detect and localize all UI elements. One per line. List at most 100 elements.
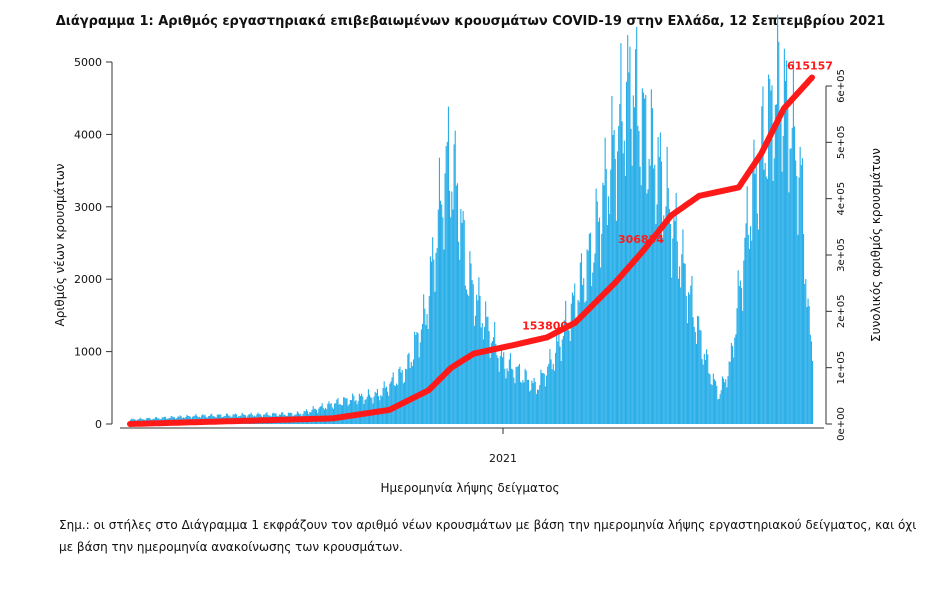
bar	[607, 196, 610, 424]
bar	[195, 414, 197, 424]
bar	[548, 363, 550, 424]
bar	[610, 169, 612, 424]
bar	[557, 341, 559, 424]
bar	[791, 127, 793, 425]
bar	[597, 221, 599, 424]
bar	[462, 210, 464, 424]
bar	[432, 237, 434, 424]
bar	[802, 233, 805, 424]
bar	[463, 219, 465, 424]
bar	[790, 148, 792, 424]
bar	[489, 357, 491, 424]
bar	[417, 333, 419, 424]
bar	[743, 260, 745, 424]
bar	[482, 339, 484, 424]
bar	[779, 122, 781, 424]
bar	[361, 393, 363, 424]
bar	[765, 176, 767, 424]
bar	[330, 403, 332, 424]
bar	[757, 229, 760, 424]
cumulative-line-group: 153800 306834 615157	[127, 59, 833, 427]
bar	[800, 165, 802, 424]
bar	[389, 383, 391, 424]
bar	[328, 401, 330, 424]
bar	[726, 387, 728, 424]
bar	[532, 383, 534, 424]
bar	[712, 373, 714, 424]
bar	[703, 353, 705, 424]
bar	[666, 146, 668, 424]
bar	[398, 368, 400, 424]
bar	[562, 336, 564, 424]
bar	[717, 399, 719, 424]
bar	[486, 316, 488, 424]
bar	[616, 151, 619, 424]
bar	[578, 301, 580, 424]
bar	[609, 213, 611, 424]
bar	[430, 261, 433, 424]
bar	[407, 354, 409, 424]
bar	[784, 80, 787, 424]
bar	[359, 395, 362, 424]
bar	[778, 41, 780, 425]
bar	[409, 368, 411, 424]
bar	[668, 209, 670, 424]
bar	[698, 316, 700, 424]
bar	[513, 377, 515, 424]
bar	[410, 362, 412, 424]
bar	[702, 364, 704, 424]
bar	[690, 285, 692, 424]
bar	[716, 385, 718, 424]
bar	[725, 379, 727, 424]
bar	[761, 106, 763, 424]
bar	[515, 366, 517, 424]
bar	[595, 188, 597, 424]
bar	[541, 372, 543, 424]
bar	[662, 237, 664, 424]
bar	[391, 377, 393, 424]
bar	[491, 341, 493, 424]
bar	[751, 240, 753, 424]
bar	[577, 299, 579, 424]
bar	[445, 146, 447, 424]
bar	[769, 79, 771, 425]
bar	[768, 74, 770, 425]
bar	[447, 106, 450, 424]
bar	[320, 406, 322, 424]
bar	[585, 300, 587, 424]
bar	[727, 376, 729, 424]
bar	[614, 158, 616, 424]
bar	[522, 380, 524, 424]
bar	[777, 14, 779, 424]
bar	[500, 349, 502, 424]
bar	[773, 158, 775, 425]
bar	[707, 354, 709, 424]
bar	[455, 185, 457, 424]
bar	[424, 308, 426, 424]
bar	[420, 329, 422, 424]
bar	[329, 404, 331, 424]
bar	[345, 398, 347, 424]
bar	[483, 326, 486, 424]
bar	[523, 382, 525, 424]
bar	[633, 107, 636, 424]
bar	[654, 164, 656, 424]
bar	[437, 209, 439, 424]
bar	[476, 294, 478, 424]
bar	[709, 374, 711, 424]
bar	[446, 141, 448, 424]
bar	[613, 130, 615, 424]
bar	[426, 314, 428, 424]
bar	[796, 175, 798, 424]
bar	[735, 334, 737, 424]
bar	[419, 342, 421, 424]
cumulative-value-label: 153800	[522, 319, 568, 332]
bar	[502, 357, 504, 424]
bar	[350, 400, 353, 424]
bar	[699, 329, 701, 424]
bar	[601, 233, 603, 424]
bar	[752, 170, 754, 424]
bar	[552, 363, 554, 424]
bar	[549, 348, 551, 424]
bar	[650, 89, 652, 425]
